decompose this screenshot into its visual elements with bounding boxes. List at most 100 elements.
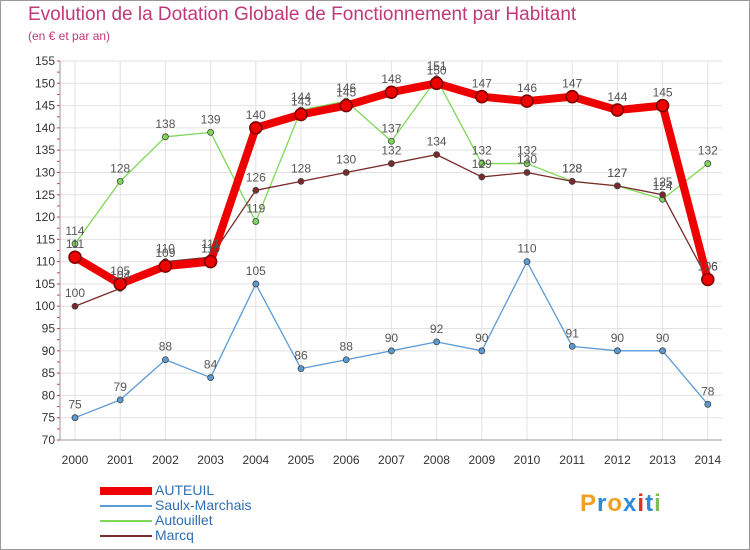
data-label: 92 [430,322,444,336]
data-point [568,177,576,185]
data-label: 111 [66,237,85,251]
data-label: 90 [611,331,625,345]
data-point [701,272,715,287]
y-tick-label: 145 [35,99,55,113]
x-tick-label: 2007 [378,453,405,467]
data-label: 130 [336,152,356,166]
x-tick-label: 2014 [694,453,721,467]
data-point [478,160,486,167]
logo-letter: t [645,490,655,517]
data-point [252,186,260,194]
legend-swatch [100,535,152,537]
data-label: 145 [336,86,356,100]
data-point [433,338,441,346]
data-label: 91 [566,326,580,340]
logo-letter: o [607,490,624,517]
data-point [429,76,444,91]
data-point [614,182,621,190]
data-label: 114 [65,224,84,238]
x-tick-label: 2010 [514,453,541,467]
y-tick-label: 155 [35,54,55,68]
data-label: 128 [291,161,311,175]
x-tick-label: 2001 [107,453,134,467]
data-point [297,365,305,373]
y-tick-label: 125 [35,188,55,202]
legend-label: Saulx-Marchais [155,497,252,513]
data-point [294,107,308,122]
data-label: 137 [381,121,401,135]
x-tick-label: 2003 [197,453,224,467]
data-label: 150 [427,63,447,77]
data-label: 88 [159,340,173,354]
y-tick-label: 80 [42,388,56,402]
data-label: 128 [562,161,582,175]
chart-subtitle: (en € et par an) [28,29,111,43]
data-label: 130 [517,152,537,166]
logo-letter: i [637,490,646,517]
y-tick-label: 85 [42,366,56,380]
data-label: 127 [607,166,627,180]
data-point [71,414,79,422]
data-label: 106 [698,259,718,273]
data-label: 75 [68,398,82,412]
data-label: 84 [204,358,218,372]
y-tick-label: 140 [35,121,55,135]
data-point [158,259,173,273]
data-point [614,347,621,355]
data-label: 105 [246,264,266,278]
logo-letter: x [623,490,638,517]
data-point [342,169,350,176]
data-label: 78 [701,384,715,398]
y-tick-label: 105 [35,277,55,291]
data-point [523,160,531,167]
data-label: 144 [291,90,311,104]
data-point [113,277,127,291]
y-tick-label: 100 [35,299,55,313]
y-tick-label: 120 [35,210,55,224]
data-label: 110 [156,242,175,256]
data-label: 144 [607,90,627,104]
data-point [384,85,399,99]
data-label: 140 [246,108,266,122]
data-point [478,173,486,181]
data-label: 134 [427,135,447,149]
data-label: 147 [472,77,492,91]
data-point [655,98,670,113]
x-tick-label: 2009 [468,453,495,467]
legend-swatch [100,487,152,495]
data-label: 90 [656,331,670,345]
data-label: 110 [517,242,536,256]
y-tick-label: 110 [36,255,55,269]
data-point [68,250,82,264]
legend-swatch [100,520,152,522]
data-label: 129 [472,157,492,171]
data-point [207,374,215,381]
data-point [339,98,353,113]
proxiti-logo: Proxiti [580,490,662,518]
legend-label: Autouillet [155,512,213,528]
data-label: 128 [562,161,582,175]
data-point [704,400,712,408]
data-point [116,396,124,404]
data-point [252,218,260,225]
data-label: 104 [110,268,130,282]
data-point [523,169,531,176]
data-point [161,356,169,364]
logo-letter: P [580,490,598,517]
data-point [387,347,395,355]
data-point [342,356,350,364]
y-tick-label: 115 [36,232,55,246]
logo-letter: r [597,490,608,517]
x-tick-label: 2008 [423,453,450,467]
data-label: 88 [340,340,354,354]
x-tick-label: 2012 [604,453,631,467]
legend-label: Marcq [155,527,194,543]
legend-swatch [100,505,152,507]
data-label: 110 [201,242,220,256]
logo-letter: i [654,490,662,517]
x-tick-label: 2005 [288,453,315,467]
data-label: 147 [562,77,582,91]
data-point [249,121,263,135]
data-label: 79 [114,380,128,394]
y-tick-label: 130 [35,165,55,179]
